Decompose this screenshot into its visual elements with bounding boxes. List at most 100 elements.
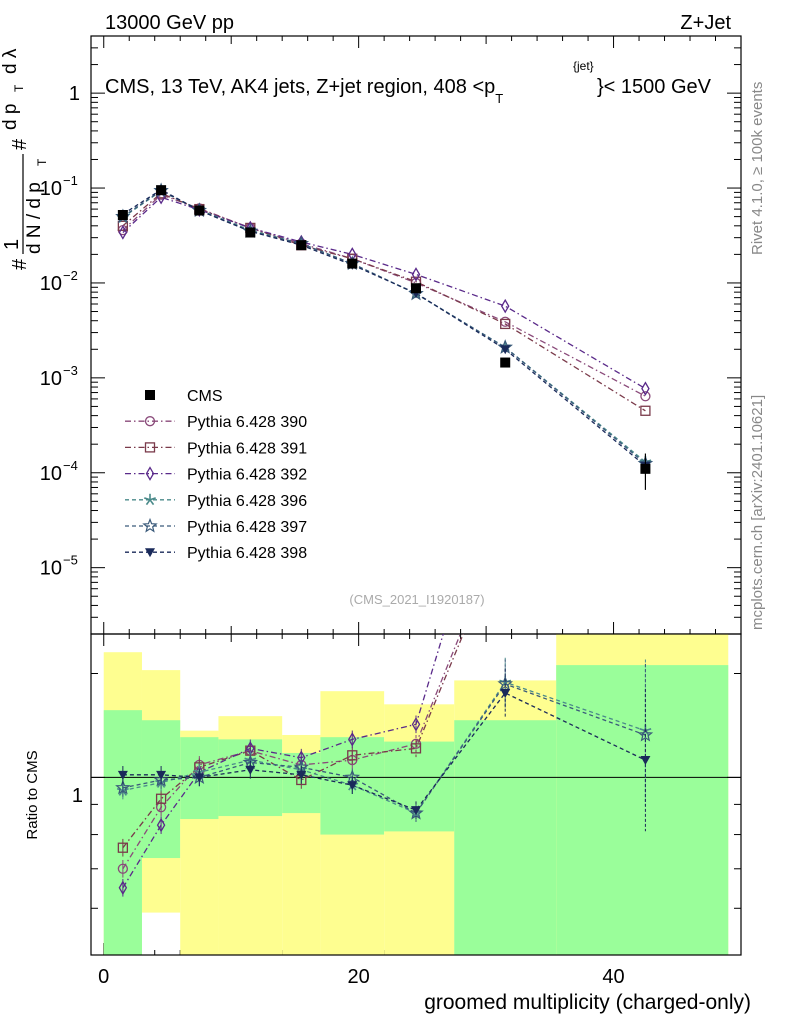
legend-marker — [144, 442, 156, 453]
legend-marker — [145, 548, 155, 558]
legend-item: Pythia 6.428 390 — [125, 414, 307, 431]
ratio-line — [122, 683, 646, 814]
legend-item: CMS — [145, 388, 223, 405]
cms-data-point — [347, 258, 358, 269]
ratio-point — [117, 842, 129, 853]
main-ylabel: # 1 d N / d p T # d 2 N d p T d λ — [0, 48, 49, 270]
series-line — [122, 193, 646, 397]
x-tick-label: 20 — [348, 966, 370, 988]
ratio-point — [410, 743, 422, 754]
legend-item: Pythia 6.428 396 — [125, 493, 307, 510]
x-tick-label: 40 — [602, 966, 624, 988]
mcplots-label: mcplots.cern.ch [arXiv:2401.10621] — [749, 395, 766, 630]
ratio-panel — [90, 633, 742, 956]
ratio-point — [117, 770, 128, 780]
ylabel-t2: T — [12, 84, 26, 92]
analysis-tag: (CMS_2021_I1920187) — [349, 592, 484, 607]
data-point — [117, 220, 129, 231]
ratio-ylabel: Ratio to CMS — [24, 750, 41, 839]
legend-item: Pythia 6.428 397 — [125, 517, 307, 536]
legend-marker — [142, 517, 158, 533]
legend-label: Pythia 6.428 390 — [187, 414, 307, 431]
legend-item: Pythia 6.428 391 — [125, 440, 307, 457]
data-point — [641, 381, 650, 396]
data-point — [640, 391, 651, 402]
ratio-point — [348, 732, 357, 747]
x-tick-label: 0 — [98, 966, 109, 988]
main-y-tick-labels: 110−110−210−310−410−5 — [40, 83, 80, 580]
ylabel-hash1: # — [9, 258, 31, 270]
ratio-ylabel-group: Ratio to CMS — [24, 750, 41, 839]
main-panel-content — [115, 182, 654, 490]
y-tick-exponent: −5 — [63, 553, 78, 568]
ratio-line — [122, 692, 646, 811]
ratio-point — [118, 880, 128, 896]
data-point — [118, 225, 128, 240]
y-tick-exponent: −3 — [63, 363, 78, 378]
ratio-panel-content — [91, 634, 741, 897]
ylabel-dndpt: d N / d p — [24, 182, 45, 254]
ratio-frame — [90, 633, 742, 956]
y-tick-label: 10 — [40, 368, 62, 390]
rivet-label: Rivet 4.1.0, ≥ 100k events — [749, 82, 766, 255]
series-line — [122, 192, 646, 412]
y-tick-exponent: −4 — [63, 458, 78, 473]
ratio-point — [156, 817, 166, 833]
ratio-point — [637, 726, 654, 742]
ratio-point — [347, 781, 358, 791]
legend-marker — [144, 416, 156, 427]
cms-data-point — [156, 185, 167, 196]
data-point — [500, 318, 511, 330]
main-title-sup: {jet} — [573, 59, 594, 73]
ratio-point — [245, 765, 256, 775]
ylabel-t1: T — [35, 158, 49, 166]
energy-label: 13000 GeV pp — [105, 12, 234, 34]
cms-data-point — [117, 209, 128, 220]
ratio-point — [408, 804, 424, 820]
y-tick-exponent: −2 — [63, 268, 78, 283]
legend-marker — [145, 390, 155, 400]
cms-data-point — [640, 463, 651, 474]
legend-label: CMS — [187, 388, 223, 405]
legend-label: Pythia 6.428 397 — [187, 519, 307, 536]
uncertainty-band-inner — [454, 720, 557, 955]
data-point — [411, 267, 421, 282]
ratio-ytick-1: 1 — [72, 785, 83, 807]
process-label: Z+Jet — [680, 12, 731, 34]
ratio-point — [640, 756, 651, 766]
ratio-point — [411, 806, 421, 816]
ratio-bands — [103, 634, 729, 955]
cms-data-point — [411, 283, 421, 294]
mcplots-label-group: mcplots.cern.ch [arXiv:2401.10621] — [749, 395, 766, 630]
cms-data-point — [500, 357, 511, 368]
ylabel-dp: d p — [0, 104, 21, 130]
y-tick-label: 10 — [40, 558, 62, 580]
data-point — [640, 405, 651, 416]
main-y-ticks — [91, 35, 741, 635]
main-series — [115, 182, 654, 490]
ylabel-dlambda: d λ — [0, 48, 21, 74]
main-title-tail: }< 1500 GeV — [597, 76, 712, 98]
y-tick-label: 1 — [69, 83, 80, 105]
data-point — [500, 298, 510, 314]
y-tick-label: 10 — [40, 463, 62, 485]
legend-item: Pythia 6.428 398 — [125, 545, 307, 562]
ratio-point — [156, 770, 167, 780]
legend-label: Pythia 6.428 396 — [187, 493, 307, 510]
uncertainty-band-inner — [103, 710, 142, 955]
legend-marker — [145, 466, 155, 481]
y-tick-label: 10 — [40, 178, 62, 200]
ylabel-hash2: # — [9, 138, 31, 150]
uncertainty-band-inner — [556, 665, 729, 955]
main-title: CMS, 13 TeV, AK4 jets, Z+jet region, 408… — [105, 76, 503, 106]
rivet-label-group: Rivet 4.1.0, ≥ 100k events — [749, 82, 766, 255]
legend-label: Pythia 6.428 391 — [187, 440, 307, 457]
cms-data-point — [245, 227, 256, 238]
ratio-point — [500, 689, 511, 699]
ratio-x-tick-labels: 0 20 40 — [98, 966, 624, 988]
series-line — [122, 196, 646, 390]
data-point — [500, 345, 511, 355]
ratio-point — [497, 675, 513, 691]
y-tick-label: 10 — [40, 273, 62, 295]
